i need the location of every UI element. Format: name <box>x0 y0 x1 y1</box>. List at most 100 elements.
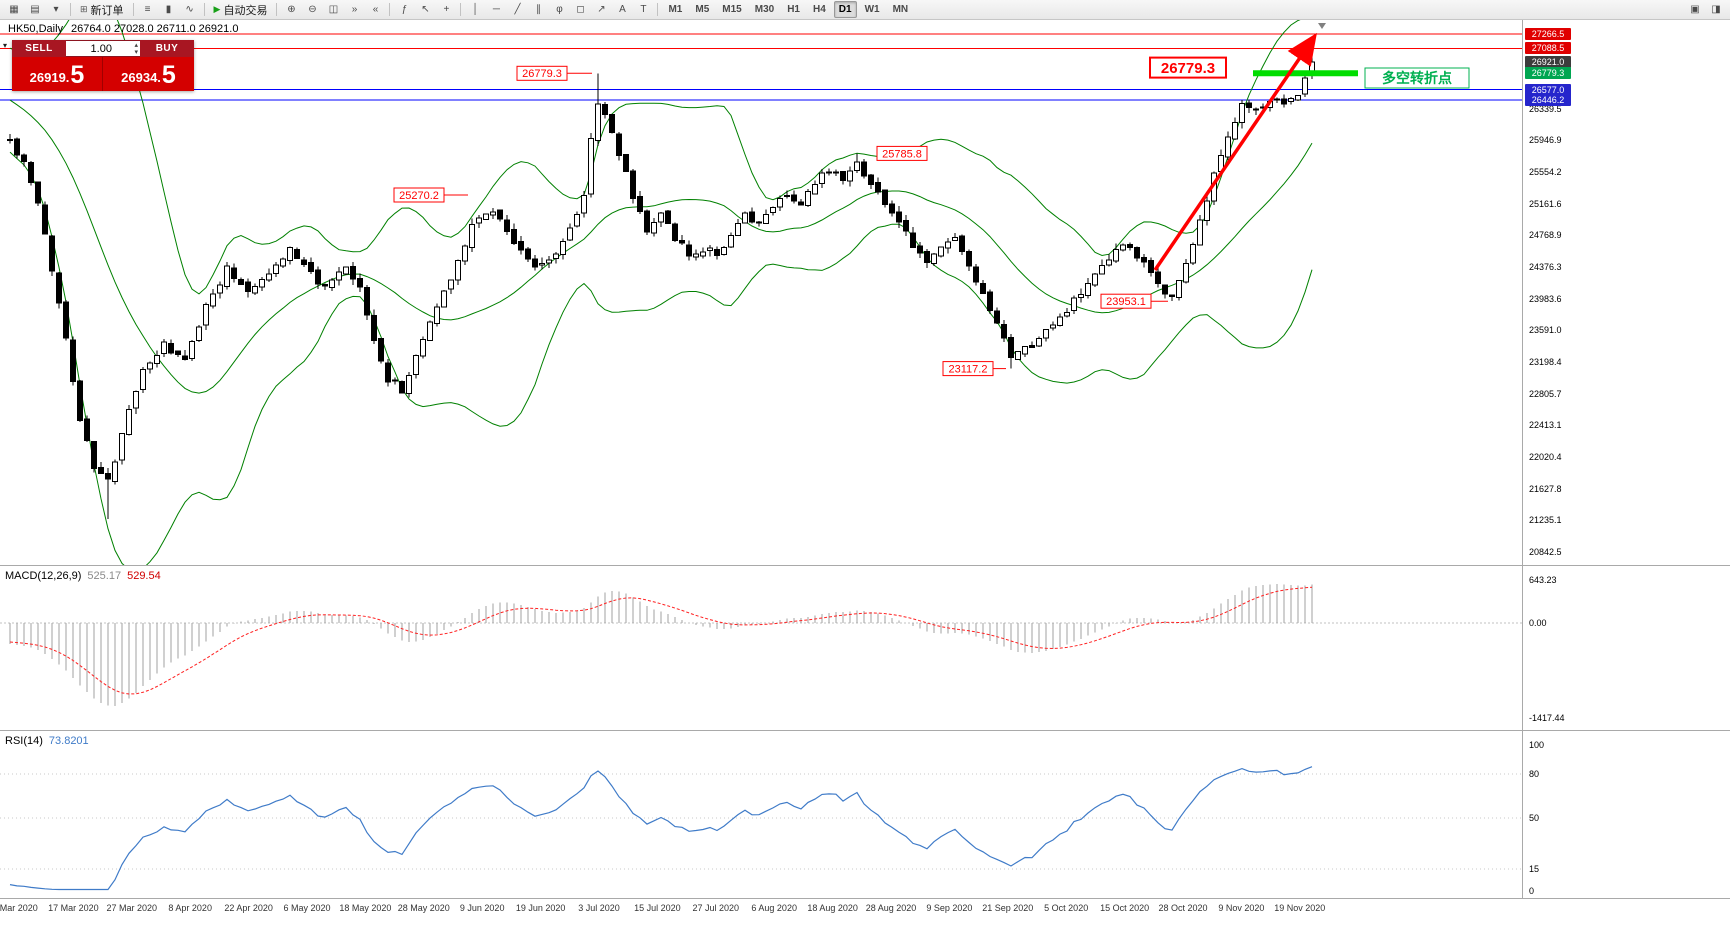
rsi-label: RSI(14) <box>5 735 43 747</box>
timeframe-button-m30[interactable]: M30 <box>754 4 775 15</box>
chart-shift-icon[interactable]: « <box>372 3 379 15</box>
sell-price-main: 26919. <box>29 70 70 85</box>
macd-axis[interactable]: 643.23 0.00 -1417.44 <box>1523 566 1729 730</box>
fibonacci-icon[interactable]: φ <box>556 3 563 15</box>
price-annotation-25270.2[interactable]: 25270.2 <box>393 187 468 203</box>
price-tick: 21235.1 <box>1529 515 1562 526</box>
buy-button[interactable]: BUY <box>140 40 194 57</box>
rsi-axis[interactable]: 100 80 50 15 0 <box>1523 731 1729 898</box>
sell-button[interactable]: SELL <box>12 40 66 57</box>
macd-header: MACD(12,26,9) 525.17 529.54 <box>5 570 167 582</box>
price-badge-26779.3: 26779.3 <box>1525 67 1571 80</box>
chart-window-icon[interactable]: ▦ <box>9 3 19 15</box>
timeframe-button-m1[interactable]: M1 <box>668 4 683 15</box>
price-annotation-26779.3[interactable]: 26779.3 <box>1149 56 1227 79</box>
date-axis-separator <box>0 898 1730 899</box>
macd-label: MACD(12,26,9) <box>5 570 82 582</box>
lot-size-field[interactable]: 1.00 ▴ ▾ <box>66 40 140 57</box>
timeframe-button-m5[interactable]: M5 <box>695 4 710 15</box>
lot-stepper: ▴ ▾ <box>134 42 138 56</box>
price-tick: 25554.2 <box>1529 167 1562 178</box>
panel-separator[interactable] <box>0 565 1730 566</box>
price-annotation-23117.2[interactable]: 23117.2 <box>942 361 1006 377</box>
trend-arrow[interactable] <box>1153 32 1317 271</box>
price-tick: 25946.9 <box>1529 135 1562 146</box>
turning-point-label[interactable]: 多空转折点 <box>1364 67 1470 89</box>
profile-icon[interactable]: ▤ <box>30 3 40 15</box>
rsi-line <box>9 766 1313 891</box>
lot-decrease-icon[interactable]: ▾ <box>134 48 138 56</box>
timeframe-button-w1[interactable]: W1 <box>864 4 880 15</box>
bars-chart-icon[interactable]: ≡ <box>144 3 151 15</box>
text-icon[interactable]: A <box>619 3 626 15</box>
macd-histogram <box>9 584 1313 706</box>
rsi-value: 73.8201 <box>48 735 89 747</box>
price-chart-canvas[interactable]: 26779.3 25270.2 25785.8 23953.1 23117.2 26779… <box>0 20 1522 565</box>
new-order-button-label: 新订单 <box>90 4 124 17</box>
dropdown-chevron-icon[interactable]: ▾ <box>53 3 59 15</box>
timeframe-button-m15[interactable]: M15 <box>722 4 742 15</box>
text-label-icon[interactable]: T <box>640 3 647 15</box>
date-label: 9 Nov 2020 <box>1218 903 1265 913</box>
macd-axis-label: 643.23 <box>1529 575 1557 585</box>
new-order-button-icon: ⊞ <box>80 4 88 14</box>
zoom-in-icon[interactable]: ⊕ <box>287 3 296 15</box>
indicators-icon[interactable]: ƒ <box>401 3 408 15</box>
timeframe-button-h4[interactable]: H4 <box>812 4 826 15</box>
macd-signal-value: 529.54 <box>127 570 161 582</box>
price-tick: 25161.6 <box>1529 198 1562 209</box>
candlestick-chart-icon[interactable]: ▮ <box>165 3 172 15</box>
trade-panel-prices-row: 26919. 5 26934. 5 <box>12 57 194 91</box>
crosshair-icon[interactable]: + <box>443 3 450 15</box>
timeframe-button-mn[interactable]: MN <box>892 4 909 15</box>
date-label: 19 Nov 2020 <box>1274 903 1326 913</box>
timeframe-button-h1[interactable]: H1 <box>787 4 800 15</box>
macd-panel-canvas[interactable] <box>0 566 1522 730</box>
bollinger-lower-band <box>9 151 1313 565</box>
date-axis[interactable]: 2 Mar 2020 17 Mar 2020 27 Mar 2020 8 Apr 20… <box>0 899 1522 919</box>
svg-text:23117.2: 23117.2 <box>949 364 988 376</box>
price-tick: 22805.7 <box>1529 388 1562 399</box>
timeframe-button-d1[interactable]: D1 <box>833 1 857 18</box>
date-label: 22 Apr 2020 <box>224 903 273 913</box>
toolbar-separator <box>276 3 278 16</box>
price-tick: 22413.1 <box>1529 420 1562 431</box>
chart-ohlc-header: HK50,Daily 26764.0 27028.0 26711.0 26921.… <box>8 23 238 35</box>
price-annotation-25785.8[interactable]: 25785.8 <box>876 145 928 161</box>
price-axis[interactable]: 26339.5 25946.9 25554.2 25161.6 24768.9 24376… <box>1523 20 1729 565</box>
autotrading-button[interactable]: ▶ 自动交易 <box>209 2 273 18</box>
chart-shift-marker[interactable] <box>1318 23 1326 29</box>
date-label: 9 Jun 2020 <box>459 903 505 913</box>
arrange-windows-icon[interactable]: ◨ <box>1711 3 1721 15</box>
price-badge-26921.0: 26921.0 <box>1525 55 1571 68</box>
price-annotation-26779.3[interactable]: 26779.3 <box>516 65 592 81</box>
line-chart-icon[interactable]: ∿ <box>185 3 194 15</box>
arrows-icon[interactable]: ↗ <box>597 3 606 15</box>
auto-scroll-icon[interactable]: » <box>351 3 358 15</box>
sell-price-display[interactable]: 26919. 5 <box>12 57 103 91</box>
rsi-panel-canvas[interactable] <box>0 731 1522 898</box>
autotrading-button-icon: ▶ <box>213 4 221 14</box>
chart-window: 26779.3 25270.2 25785.8 23953.1 23117.2 26779… <box>0 20 1730 945</box>
horizontal-line-icon[interactable]: ─ <box>492 3 501 15</box>
price-annotation-23953.1[interactable]: 23953.1 <box>1100 293 1168 309</box>
new-order-button[interactable]: ⊞ 新订单 <box>75 2 129 18</box>
buy-price-display[interactable]: 26934. 5 <box>103 57 194 91</box>
trendline-icon[interactable]: ╱ <box>514 3 521 15</box>
date-label: 6 Aug 2020 <box>751 903 797 913</box>
toolbar-separator <box>657 3 659 16</box>
zoom-out-icon[interactable]: ⊖ <box>308 3 317 15</box>
svg-text:23953.1: 23953.1 <box>1106 296 1146 308</box>
date-label: 28 Aug 2020 <box>865 903 917 913</box>
panel-separator[interactable] <box>0 730 1730 731</box>
chart-list-icon[interactable]: ▣ <box>1690 3 1700 15</box>
channel-icon[interactable]: ∥ <box>535 3 541 15</box>
shapes-icon[interactable]: ◻ <box>576 3 585 15</box>
oneclick-collapse-toggle[interactable]: ▾ <box>3 41 8 50</box>
cursor-icon[interactable]: ↖ <box>421 3 430 15</box>
candlestick-series <box>7 53 1315 520</box>
vertical-line-icon[interactable]: │ <box>472 3 479 15</box>
toolbar-separator <box>203 3 205 16</box>
tile-windows-icon[interactable]: ◫ <box>328 3 339 15</box>
lot-increase-icon[interactable]: ▴ <box>134 41 138 49</box>
